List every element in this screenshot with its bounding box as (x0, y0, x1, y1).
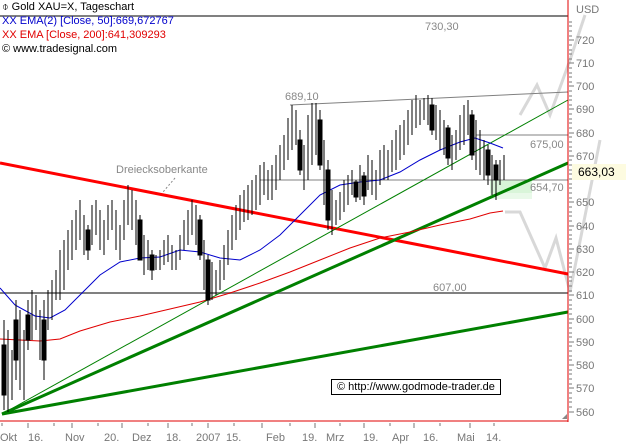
resize-corner-icon[interactable] (562, 414, 567, 419)
svg-text:19.: 19. (302, 432, 317, 444)
svg-text:15.: 15. (226, 432, 241, 444)
svg-text:620: 620 (576, 267, 594, 279)
label-730: 730,30 (425, 21, 459, 33)
svg-text:720: 720 (576, 35, 594, 47)
watermark-link[interactable]: © http://www.godmode-trader.de (331, 379, 501, 395)
svg-text:600: 600 (576, 314, 594, 326)
y-axis-ticks (569, 21, 574, 413)
svg-text:Mai: Mai (457, 432, 475, 444)
svg-text:14.: 14. (486, 432, 501, 444)
legend-ema200: XX EMA [Close, 200]:641,309293 (2, 29, 166, 41)
svg-text:560: 560 (576, 407, 594, 419)
svg-text:690: 690 (576, 104, 594, 116)
label-689: 689,10 (285, 91, 319, 103)
y-axis-labels: 720 710 700 690 680 670 650 640 630 620 … (576, 35, 594, 419)
svg-text:Okt: Okt (0, 432, 17, 444)
svg-text:Dez: Dez (132, 432, 152, 444)
svg-text:Mrz: Mrz (326, 432, 344, 444)
scenario-path-up (518, 14, 587, 120)
label-675: 675,00 (530, 139, 564, 151)
label-607: 607,00 (433, 282, 467, 294)
candlesticks (1, 95, 505, 412)
svg-text:670: 670 (576, 151, 594, 163)
chart-title: ⌽ Gold XAU=X, Tageschart (2, 1, 135, 13)
svg-text:700: 700 (576, 81, 594, 93)
svg-text:630: 630 (576, 244, 594, 256)
svg-text:580: 580 (576, 360, 594, 372)
svg-text:650: 650 (576, 197, 594, 209)
svg-text:640: 640 (576, 221, 594, 233)
svg-text:2007: 2007 (196, 432, 220, 444)
svg-text:Nov: Nov (65, 432, 85, 444)
chart-legend: ⌽ Gold XAU=X, Tageschart XX EMA(2) [Clos… (2, 0, 174, 56)
title-text: Gold XAU=X, Tageschart (11, 1, 135, 13)
current-price-tag: 663,03 (572, 164, 626, 180)
svg-text:Apr: Apr (392, 432, 409, 444)
svg-text:590: 590 (576, 337, 594, 349)
x-axis-labels: Okt 16. Nov 20. Dez 18. 2007 15. Feb 19.… (0, 432, 501, 444)
svg-text:710: 710 (576, 58, 594, 70)
x-axis-ticks (1, 423, 495, 428)
upper-channel-line (289, 91, 569, 106)
ema50-line (0, 137, 504, 319)
support-zone-lower (490, 193, 532, 199)
green-trendline-thick-1 (1, 161, 569, 416)
legend-copyright: © www.tradesignal.com (2, 43, 118, 55)
triangle-label-pointer (162, 177, 176, 193)
triangle-label: Dreiecksoberkante (116, 164, 208, 176)
green-trendline-thick-2 (1, 310, 569, 416)
triangle-upper-edge-line (0, 161, 569, 276)
scenario-path-down (505, 139, 602, 293)
svg-text:16.: 16. (423, 432, 438, 444)
svg-text:20.: 20. (104, 432, 119, 444)
svg-text:570: 570 (576, 383, 594, 395)
svg-text:18.: 18. (166, 432, 181, 444)
label-654: 654,70 (530, 182, 564, 194)
svg-text:19.: 19. (363, 432, 378, 444)
svg-text:680: 680 (576, 128, 594, 140)
legend-ema50: XX EMA(2) [Close, 50]:669,672767 (2, 15, 174, 27)
svg-text:Feb: Feb (266, 432, 285, 444)
svg-text:610: 610 (576, 290, 594, 302)
ema200-line (0, 210, 504, 342)
y-axis-unit: USD (576, 4, 599, 16)
svg-text:16.: 16. (28, 432, 43, 444)
